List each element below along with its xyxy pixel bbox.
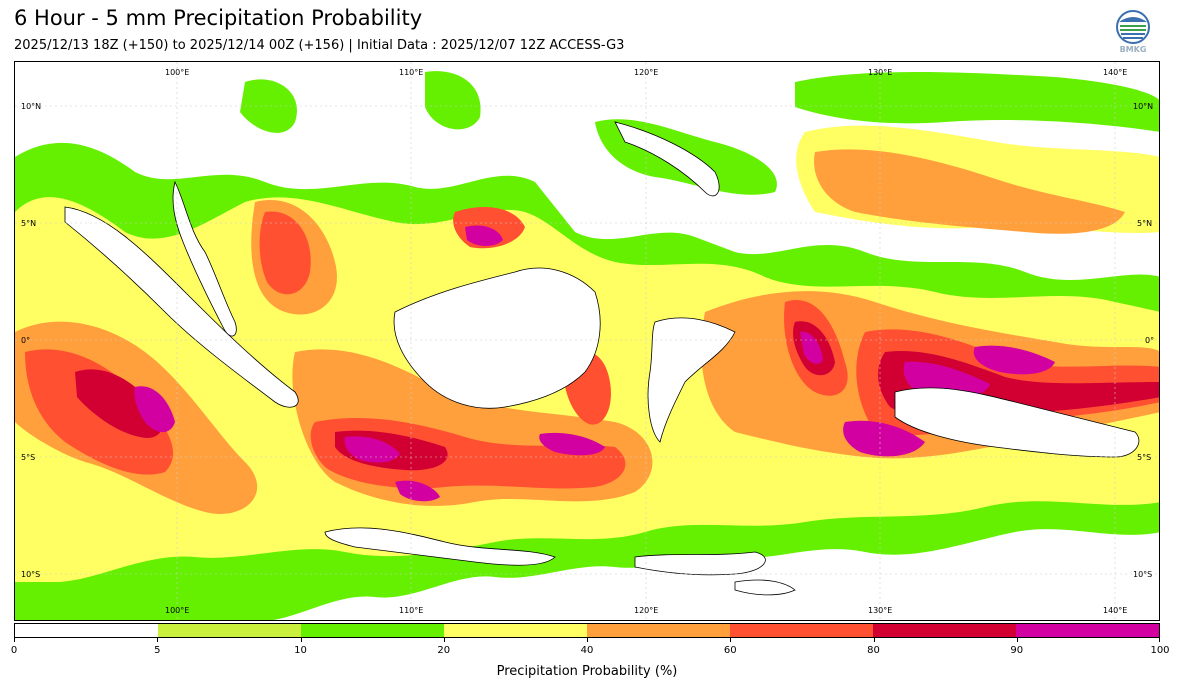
land-outlines <box>64 121 1140 596</box>
map-svg: 100°E 110°E 120°E 130°E 140°E 100°E 110°… <box>15 62 1159 620</box>
page-subtitle: 2025/12/13 18Z (+150) to 2025/12/14 00Z … <box>14 38 625 53</box>
lat-label-left-2: 5°N <box>21 219 36 228</box>
lon-label-top-1: 100°E <box>165 68 189 77</box>
colorbar-segment <box>873 624 1016 637</box>
colorbar-tick <box>587 638 588 642</box>
colorbar <box>14 623 1160 638</box>
colorbar-tick <box>443 638 445 642</box>
lon-label-bottom-2: 110°E <box>399 606 423 615</box>
colorbar-label: 5 <box>154 645 161 656</box>
lat-label-left-3: 0° <box>21 336 30 345</box>
lon-label-bottom-1: 100°E <box>165 606 189 615</box>
lon-label-top-2: 110°E <box>399 68 423 77</box>
colorbar-tick <box>14 638 15 642</box>
lat-label-left-1: 10°N <box>21 102 41 111</box>
colorbar-tick <box>1016 638 1018 642</box>
colorbar-label: 0 <box>10 645 18 656</box>
colorbar-segment <box>158 624 301 637</box>
lat-label-left-4: 5°S <box>21 453 35 462</box>
precip-field-magenta <box>134 225 1055 502</box>
bmkg-logo-icon: BMKG <box>1114 10 1152 56</box>
colorbar-tick <box>873 638 875 642</box>
page-title: 6 Hour - 5 mm Precipitation Probability <box>14 6 423 30</box>
lon-label-top-5: 140°E <box>1103 68 1127 77</box>
colorbar-segment <box>15 624 158 637</box>
logo-text: BMKG <box>1119 45 1147 54</box>
lat-label-right-1: 10°N <box>1133 102 1153 111</box>
colorbar-tick <box>1159 638 1160 642</box>
lat-label-right-4: 5°S <box>1137 453 1151 462</box>
colorbar-label: 80 <box>867 645 880 656</box>
lon-label-bottom-4: 130°E <box>868 606 892 615</box>
colorbar-label: 40 <box>580 645 594 656</box>
lat-label-right-5: 10°S <box>1133 570 1152 579</box>
colorbar-segment <box>730 624 873 637</box>
colorbar-label: 60 <box>723 645 737 656</box>
precipitation-map[interactable]: 100°E 110°E 120°E 130°E 140°E 100°E 110°… <box>14 61 1160 621</box>
colorbar-segment <box>301 624 444 637</box>
colorbar-segment <box>1016 624 1159 637</box>
lon-label-bottom-5: 140°E <box>1103 606 1127 615</box>
colorbar-title: Precipitation Probability (%) <box>496 664 678 679</box>
colorbar-tick <box>730 638 732 642</box>
colorbar-tick <box>300 638 302 642</box>
lon-label-top-3: 120°E <box>634 68 658 77</box>
colorbar-label: 10 <box>294 645 307 656</box>
graticule <box>15 62 1159 620</box>
lat-label-right-2: 5°N <box>1137 219 1152 228</box>
colorbar-segment <box>444 624 587 637</box>
lon-label-top-4: 130°E <box>868 68 892 77</box>
colorbar-label: 90 <box>1010 645 1024 656</box>
colorbar-label: 100 <box>1150 645 1170 656</box>
lon-label-bottom-3: 120°E <box>634 606 658 615</box>
colorbar-segment <box>587 624 730 637</box>
colorbar-label: 20 <box>437 645 451 656</box>
lat-label-left-5: 10°S <box>21 570 40 579</box>
lat-label-right-3: 0° <box>1145 336 1154 345</box>
colorbar-tick <box>157 638 159 642</box>
